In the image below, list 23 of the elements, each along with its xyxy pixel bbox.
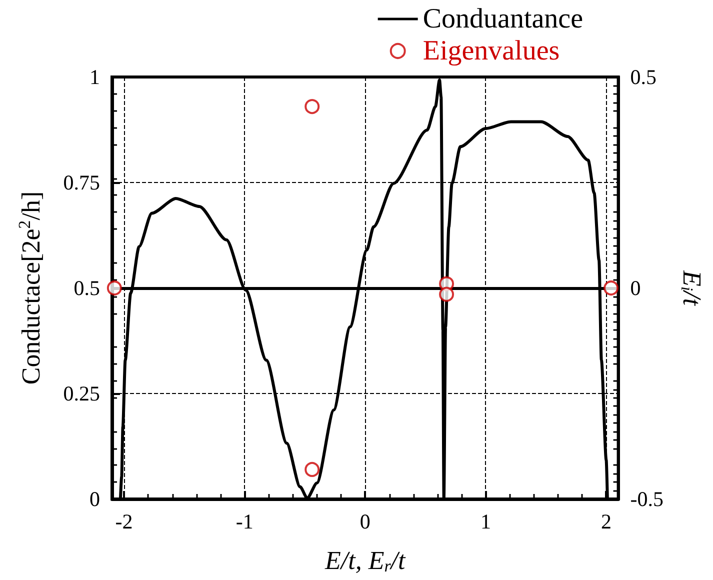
- point: [106, 280, 122, 296]
- y-tick-label: 0.75: [63, 170, 100, 194]
- y2-axis-title: Ei/t: [677, 269, 706, 306]
- point: [439, 286, 454, 302]
- x-tick-label: -2: [115, 510, 133, 534]
- y2-tick-label: 0.5: [630, 65, 657, 89]
- y-tick-label: 1: [90, 65, 100, 89]
- x-tick-label: 2: [600, 510, 612, 534]
- x-axis-title: E/t, Er/t: [324, 546, 406, 576]
- point: [604, 280, 619, 296]
- y-tick-label: 0: [90, 487, 100, 511]
- y-tick-label: 0.5: [74, 276, 100, 300]
- y-tick-label: 0.25: [63, 382, 100, 406]
- point: [304, 462, 320, 477]
- y2-tick-label: -0.5: [630, 487, 664, 511]
- legend-label: Conduantance: [422, 4, 584, 34]
- x-tick-label: 0: [360, 510, 370, 534]
- x-tick-label: -1: [236, 510, 254, 534]
- legend-label: Eigenvalues: [422, 36, 560, 66]
- point: [304, 99, 320, 114]
- x-tick-label: 1: [480, 510, 491, 534]
- y2-tick-label: 0: [630, 276, 641, 300]
- y-axis-title: Conductace[2e2/h]: [15, 191, 46, 385]
